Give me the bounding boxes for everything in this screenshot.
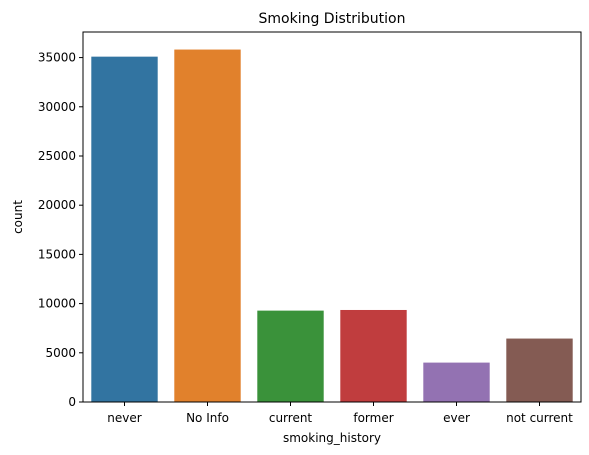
x-tick-label: No Info	[186, 411, 229, 425]
y-tick-label: 20000	[38, 198, 76, 212]
bar-not-current	[506, 338, 573, 402]
y-tick-label: 5000	[45, 346, 76, 360]
bar-former	[340, 309, 407, 402]
x-axis-label: smoking_history	[283, 431, 381, 445]
x-tick-label: current	[269, 411, 313, 425]
x-tick-label: ever	[443, 411, 470, 425]
y-tick-label: 0	[68, 395, 76, 409]
chart-title: Smoking Distribution	[259, 11, 406, 27]
y-tick-label: 25000	[38, 149, 76, 163]
y-tick-label: 35000	[38, 51, 76, 65]
y-axis-label: count	[11, 200, 25, 234]
x-tick-label: not current	[506, 411, 573, 425]
y-tick-label: 15000	[38, 247, 76, 261]
bar-ever	[423, 362, 490, 402]
bars-group	[91, 49, 573, 402]
y-axis-ticks: 0 5000 10000 15000 20000 25000 30000 35000	[38, 51, 83, 409]
x-tick-label: never	[107, 411, 141, 425]
bar-current	[257, 310, 324, 402]
x-tick-label: former	[353, 411, 393, 425]
x-axis-ticks: never No Info current former ever not current	[107, 402, 573, 425]
y-tick-label: 30000	[38, 100, 76, 114]
y-tick-label: 10000	[38, 297, 76, 311]
plot-frame	[82, 31, 582, 403]
bar-never	[91, 56, 158, 402]
bar-no-info	[174, 49, 241, 402]
